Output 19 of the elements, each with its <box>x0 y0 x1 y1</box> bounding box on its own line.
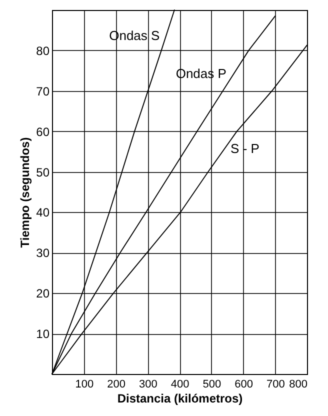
y-tick-label: 70 <box>36 84 50 98</box>
y-tick-label: 80 <box>36 44 50 58</box>
x-tick-label: 800 <box>289 378 308 390</box>
y-axis-title: Tiempo (segundos) <box>18 137 32 248</box>
x-axis-title: Distancia (kilómetros) <box>117 392 243 406</box>
y-tick-label: 20 <box>36 286 50 301</box>
y-tick-label: 10 <box>36 327 50 342</box>
x-tick-label: 200 <box>107 378 126 390</box>
y-tick-label: 60 <box>36 124 50 139</box>
y-tick-label: 30 <box>36 246 50 260</box>
y-tick-label: 40 <box>36 206 50 220</box>
x-tick-label: 700 <box>266 378 285 390</box>
x-tick-label: 300 <box>138 378 158 390</box>
x-tick-label: 100 <box>75 378 94 390</box>
x-tick-label: 600 <box>234 378 253 390</box>
x-tick-label: 500 <box>202 378 222 390</box>
x-tick-label: 400 <box>170 378 190 390</box>
y-tick-label: 50 <box>36 165 50 180</box>
series-label: S - P <box>230 141 260 156</box>
